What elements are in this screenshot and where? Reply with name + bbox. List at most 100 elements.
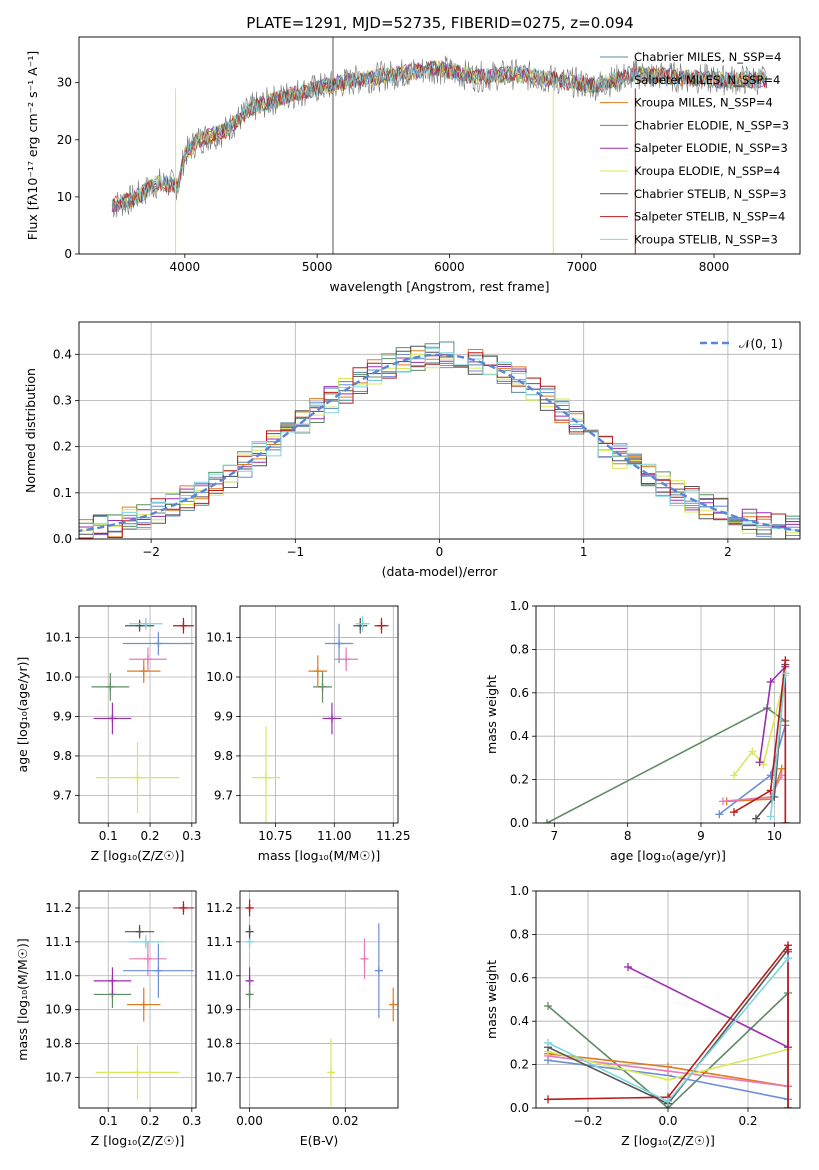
x-tick-label: 9 xyxy=(697,829,705,843)
y-tick-label: 9.9 xyxy=(214,709,233,723)
model-fit-line xyxy=(111,61,768,210)
axes-frame xyxy=(78,321,801,540)
weight-lines xyxy=(544,941,792,1108)
legend-entry: Salpeter ELODIE, N_SSP=3 xyxy=(634,141,788,155)
age-vs-z-panel: 0.1 0.2 0.3 9.7 9.8 9.9 10.0 10.1 Z [log₁₀(Z/Z☉)… xyxy=(15,605,201,863)
y-tick-label: 0.1 xyxy=(53,486,72,500)
x-tick-label: 7000 xyxy=(566,260,597,274)
x-axis-label: (data-model)/error xyxy=(382,564,499,579)
y-tick-label: 9.7 xyxy=(53,788,72,802)
legend-entry: Chabrier STELIB, N_SSP=3 xyxy=(634,187,786,201)
x-tick-label: 0.00 xyxy=(236,1114,263,1128)
y-tick-label: 10.8 xyxy=(45,1037,72,1051)
spectrum-lines xyxy=(111,37,768,254)
y-tick-label: 10.1 xyxy=(45,631,72,645)
y-tick-label: 1.0 xyxy=(510,599,529,613)
y-tick-label: 10.7 xyxy=(206,1070,233,1084)
axes-frame xyxy=(78,890,197,1109)
x-tick-label: 0.1 xyxy=(99,829,118,843)
y-axis-label: age [log₁₀(age/yr)] xyxy=(15,657,30,773)
x-tick-label: 0.2 xyxy=(140,829,159,843)
x-tick-label: 4000 xyxy=(170,260,201,274)
weight-line xyxy=(733,675,787,776)
y-tick-label: 10.9 xyxy=(45,1003,72,1017)
axes-frame xyxy=(535,890,801,1109)
weight-lines xyxy=(543,656,790,823)
error-bars xyxy=(245,899,398,1107)
x-tick-label: 0.3 xyxy=(182,1114,201,1128)
axes-frame xyxy=(535,605,801,824)
y-tick-label: 0.4 xyxy=(53,347,72,361)
axes-frame xyxy=(78,605,197,824)
y-tick-label: 0.2 xyxy=(510,1058,529,1072)
residual-histogram-panel: −2 −1 0 1 2 0.0 0.1 0.2 0.3 0.4 (data-model)/error… xyxy=(23,321,801,579)
y-axis-label: mass weight xyxy=(484,675,499,754)
y-tick-label: 9.8 xyxy=(53,749,72,763)
y-tick-label: 0.2 xyxy=(510,773,529,787)
legend-entry: Chabrier ELODIE, N_SSP=3 xyxy=(634,118,789,132)
y-axis-label: mass [log₁₀(M/M☉)] xyxy=(15,938,30,1060)
y-tick-label: 0.3 xyxy=(53,393,72,407)
legend-entry: Kroupa ELODIE, N_SSP=4 xyxy=(634,164,780,178)
x-tick-label: 10.75 xyxy=(258,829,292,843)
y-tick-label: 10.0 xyxy=(206,670,233,684)
x-tick-label: 8 xyxy=(624,829,632,843)
y-tick-label: 0.6 xyxy=(510,686,529,700)
error-bars xyxy=(91,617,194,814)
y-tick-label: 10.1 xyxy=(206,631,233,645)
x-tick-label: 0.3 xyxy=(182,829,201,843)
age-vs-mass-panel: 10.75 11.00 11.25 9.7 9.8 9.9 10.0 10.1 mass [lo… xyxy=(206,605,410,863)
y-tick-label: 11.2 xyxy=(206,901,233,915)
x-tick-label: −0.2 xyxy=(573,1114,602,1128)
x-axis-label: age [log₁₀(age/yr)] xyxy=(610,848,726,863)
weight-line xyxy=(733,660,787,823)
legend-entry: Kroupa MILES, N_SSP=4 xyxy=(634,96,773,110)
y-tick-label: 11.1 xyxy=(45,935,72,949)
y-tick-label: 10.0 xyxy=(45,670,72,684)
y-tick-label: 10 xyxy=(57,190,72,204)
x-tick-label: 0.2 xyxy=(738,1114,757,1128)
axes-frame xyxy=(239,890,399,1109)
mass-vs-ebv-panel: 0.00 0.02 10.7 10.8 10.9 11.0 11.1 11.2 E(B-V) xyxy=(206,890,399,1148)
y-tick-label: 11.0 xyxy=(45,969,72,983)
error-bars xyxy=(251,615,389,823)
mass-vs-z-panel: 0.1 0.2 0.3 10.7 10.8 10.9 11.0 11.1 11.2 Z [log₁… xyxy=(15,890,201,1148)
y-axis-label: Normed distribution xyxy=(23,368,38,493)
y-tick-label: 0.6 xyxy=(510,971,529,985)
x-tick-label: 0 xyxy=(436,545,444,559)
residual-histogram-step xyxy=(79,348,800,539)
weight-line xyxy=(547,942,789,1108)
axes-frame xyxy=(239,605,399,824)
x-tick-label: 0.0 xyxy=(658,1114,677,1128)
x-tick-label: 8000 xyxy=(699,260,730,274)
y-tick-label: 9.7 xyxy=(214,788,233,802)
y-tick-label: 11.2 xyxy=(45,901,72,915)
y-tick-label: 1.0 xyxy=(510,884,529,898)
legend-entry: Chabrier MILES, N_SSP=4 xyxy=(634,50,781,64)
weight-line xyxy=(769,673,787,817)
weight-line xyxy=(546,707,787,823)
model-fit-line xyxy=(111,60,767,213)
legend-entry: 𝒩(0, 1) xyxy=(739,337,783,351)
x-tick-label: 0.1 xyxy=(99,1114,118,1128)
x-tick-label: −1 xyxy=(286,545,304,559)
y-tick-label: 0.4 xyxy=(510,729,529,743)
y-tick-label: 11.1 xyxy=(206,935,233,949)
legend-entry: Salpeter STELIB, N_SSP=4 xyxy=(634,210,785,224)
y-tick-label: 10.8 xyxy=(206,1037,233,1051)
y-tick-label: 11.0 xyxy=(206,969,233,983)
x-axis-label: Z [log₁₀(Z/Z☉)] xyxy=(91,1133,185,1148)
histograms xyxy=(79,341,800,539)
y-tick-label: 10.7 xyxy=(45,1070,72,1084)
spectrum-panel: 4000 5000 6000 7000 8000 0 10 20 30 wavelength [A… xyxy=(25,36,801,294)
y-axis-label: Flux [fλ10⁻¹⁷ erg cm⁻² s⁻¹ A⁻¹] xyxy=(25,51,40,240)
x-axis-label: Z [log₁₀(Z/Z☉)] xyxy=(91,848,185,863)
y-tick-label: 9.9 xyxy=(53,709,72,723)
x-axis-label: wavelength [Angstrom, rest frame] xyxy=(329,279,549,294)
legend-entry: Salpeter MILES, N_SSP=4 xyxy=(634,73,780,87)
x-axis-label: Z [log₁₀(Z/Z☉)] xyxy=(621,1133,715,1148)
x-tick-label: 10 xyxy=(767,829,782,843)
legend-entry: Kroupa STELIB, N_SSP=3 xyxy=(634,232,778,246)
weight-line xyxy=(627,951,789,1049)
